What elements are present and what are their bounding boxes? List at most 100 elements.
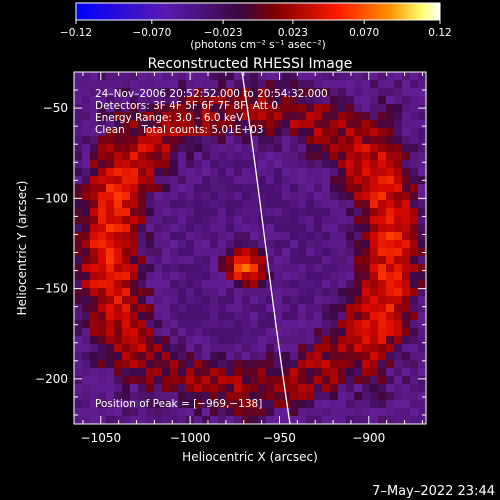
heatmap-cell — [298, 160, 307, 169]
heatmap-cell — [234, 200, 243, 209]
heatmap-cell — [170, 112, 179, 121]
heatmap-cell — [130, 320, 139, 329]
heatmap-cell — [130, 224, 139, 233]
heatmap-cell — [418, 360, 426, 369]
heatmap-cell — [202, 120, 211, 129]
heatmap-cell — [362, 408, 371, 417]
heatmap-cell — [130, 336, 139, 345]
heatmap-cell — [242, 344, 251, 353]
heatmap-cell — [298, 384, 307, 393]
heatmap-cell — [298, 352, 307, 361]
heatmap-cell — [82, 408, 91, 417]
heatmap-cell — [354, 320, 363, 329]
heatmap-cell — [170, 296, 179, 305]
heatmap-cell — [146, 208, 155, 217]
heatmap-cell — [314, 216, 323, 225]
heatmap-cell — [146, 384, 155, 393]
heatmap-cell — [178, 376, 187, 385]
heatmap-cell — [82, 328, 91, 337]
heatmap-cell — [162, 168, 171, 177]
heatmap-cell — [306, 168, 315, 177]
heatmap-cell — [162, 336, 171, 345]
heatmap-cell — [194, 208, 203, 217]
heatmap-cell — [138, 408, 147, 417]
heatmap-cell — [98, 184, 107, 193]
heatmap-cell — [378, 384, 387, 393]
heatmap-cell — [418, 72, 426, 81]
heatmap-cell — [146, 96, 155, 105]
heatmap-cell — [226, 232, 235, 241]
heatmap-cell — [258, 400, 267, 409]
heatmap-cell — [162, 264, 171, 273]
heatmap-cell — [202, 96, 211, 105]
heatmap-cell — [226, 200, 235, 209]
heatmap-cell — [314, 160, 323, 169]
heatmap-cell — [402, 128, 411, 137]
heatmap-cell — [106, 72, 115, 81]
heatmap-cell — [210, 280, 219, 289]
colorbar-tick-label: 0.023 — [278, 27, 308, 39]
heatmap-cell — [122, 216, 131, 225]
heatmap-cell — [274, 240, 283, 249]
heatmap-cell — [282, 352, 291, 361]
heatmap-cell — [74, 312, 83, 321]
heatmap-cell — [218, 152, 227, 161]
heatmap-cell — [410, 240, 419, 249]
heatmap-cell — [370, 280, 379, 289]
heatmap-cell — [378, 408, 387, 417]
heatmap-cell — [298, 368, 307, 377]
heatmap-cell — [170, 256, 179, 265]
heatmap-cell — [282, 376, 291, 385]
heatmap-cell — [266, 272, 275, 281]
heatmap-cell — [266, 408, 275, 417]
heatmap-cell — [330, 288, 339, 297]
axis-ticks: −1050 −1000 −950 −900−50−100−150−200 — [35, 72, 426, 445]
heatmap-cell — [418, 280, 426, 289]
heatmap-cell — [338, 312, 347, 321]
heatmap-cell — [170, 312, 179, 321]
heatmap-cell — [410, 344, 419, 353]
heatmap-cell — [298, 152, 307, 161]
heatmap-cell — [90, 320, 99, 329]
heatmap-cell — [218, 216, 227, 225]
heatmap-cell — [314, 288, 323, 297]
heatmap-cell — [330, 256, 339, 265]
heatmap-cell — [74, 272, 83, 281]
heatmap-cell — [114, 248, 123, 257]
heatmap-cell — [266, 240, 275, 249]
heatmap-cell — [130, 272, 139, 281]
heatmap-cell — [378, 224, 387, 233]
heatmap-cell — [282, 112, 291, 121]
heatmap-cell — [338, 104, 347, 113]
heatmap-cell — [418, 328, 426, 337]
heatmap-cell — [370, 304, 379, 313]
heatmap-cell — [210, 192, 219, 201]
heatmap-cell — [290, 416, 299, 424]
heatmap-cell — [362, 120, 371, 129]
heatmap-cell — [306, 352, 315, 361]
heatmap-cell — [298, 176, 307, 185]
heatmap-cell — [106, 400, 115, 409]
heatmap-cell — [242, 112, 251, 121]
heatmap-cell — [234, 344, 243, 353]
heatmap-cell — [154, 360, 163, 369]
heatmap-cell — [146, 160, 155, 169]
heatmap-cell — [202, 392, 211, 401]
heatmap-cell — [82, 96, 91, 105]
heatmap-cell — [290, 216, 299, 225]
heatmap-cell — [250, 384, 259, 393]
heatmap-cell — [82, 184, 91, 193]
heatmap-cell — [226, 176, 235, 185]
heatmap-cell — [250, 224, 259, 233]
heatmap-cell — [378, 264, 387, 273]
heatmap-cell — [234, 384, 243, 393]
heatmap-cell — [130, 400, 139, 409]
heatmap-cell — [74, 328, 83, 337]
heatmap-cell — [194, 112, 203, 121]
heatmap-cell — [370, 136, 379, 145]
heatmap-cell — [306, 128, 315, 137]
heatmap-cell — [186, 216, 195, 225]
heatmap-cell — [122, 328, 131, 337]
heatmap-cell — [106, 192, 115, 201]
heatmap-cell — [346, 96, 355, 105]
